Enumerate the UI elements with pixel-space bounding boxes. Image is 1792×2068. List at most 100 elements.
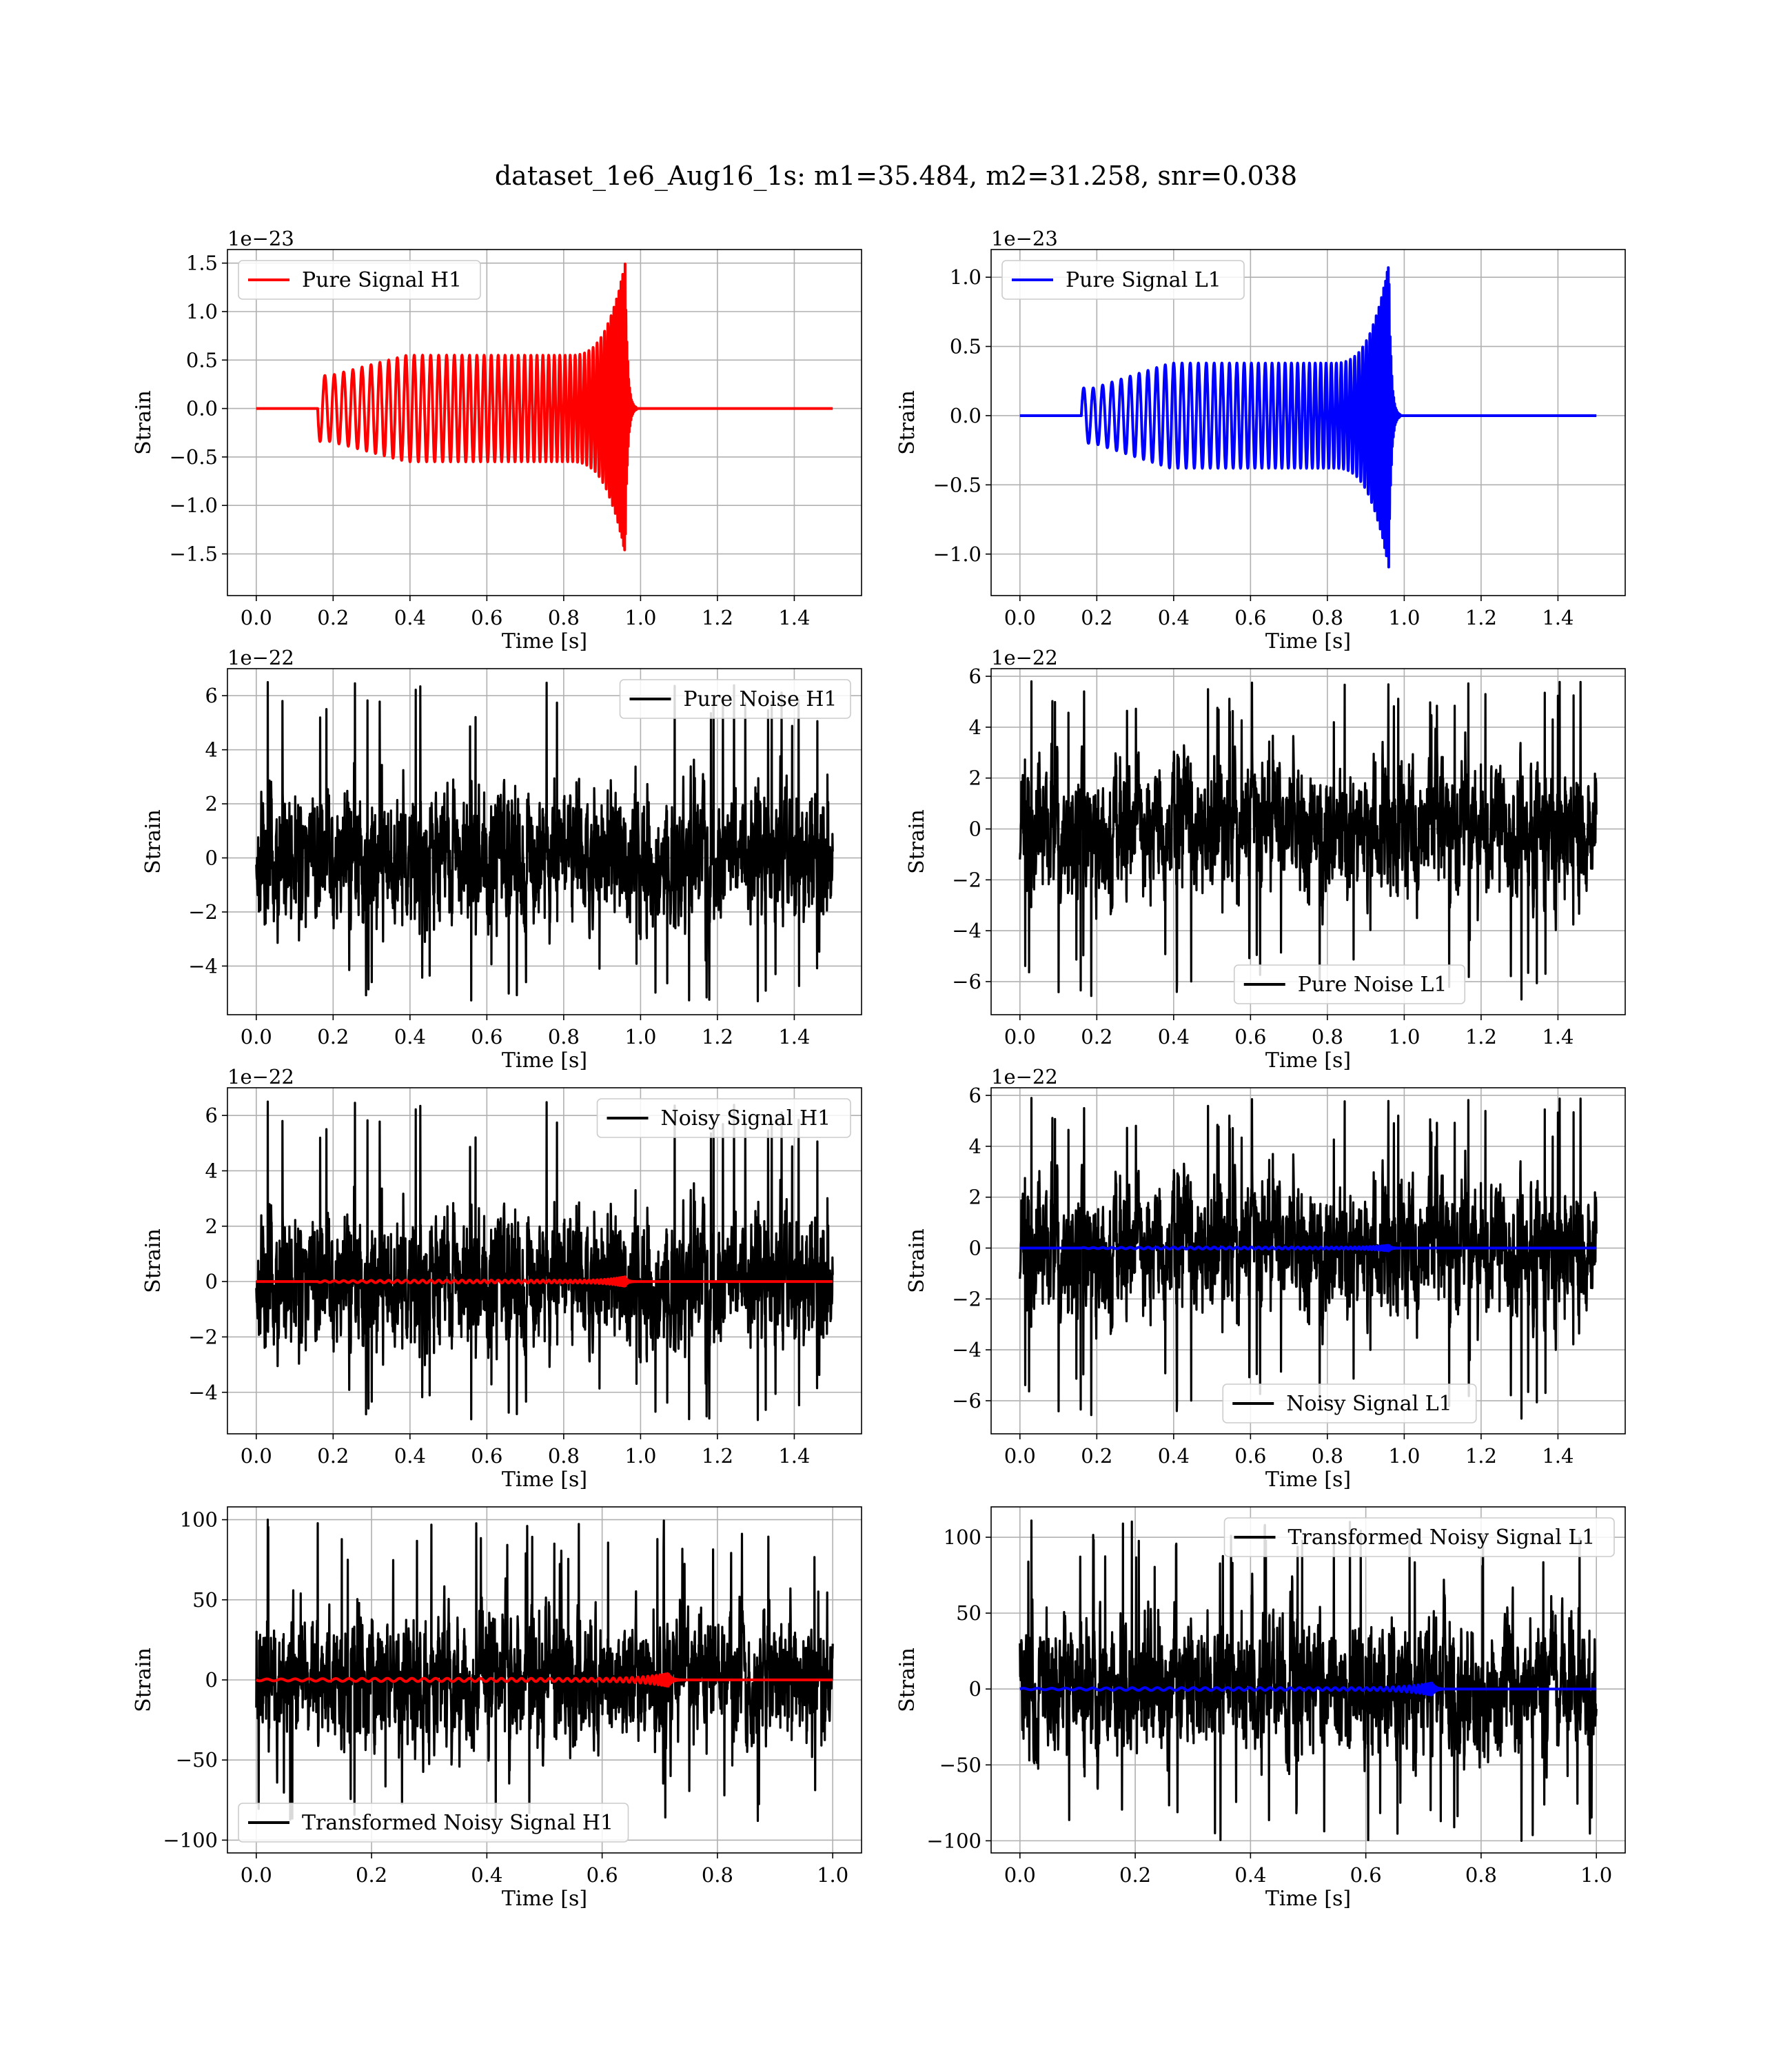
legend-label: Pure Noise H1 (684, 687, 837, 711)
y-tick-label: 2 (205, 1215, 218, 1238)
y-tick-label: −2 (188, 1325, 218, 1348)
x-tick-label: 1.0 (624, 1444, 656, 1468)
x-tick-label: 0.8 (1312, 1025, 1343, 1048)
x-tick-label: 1.0 (1388, 1025, 1420, 1048)
legend-label: Pure Signal H1 (302, 268, 462, 292)
series-line-1 (1019, 266, 1598, 569)
x-tick-label: 0.8 (1465, 1863, 1497, 1887)
x-tick-label: 0.8 (548, 606, 580, 629)
x-tick-label: 0.2 (1081, 1444, 1112, 1468)
x-tick-label: 1.2 (702, 606, 733, 629)
series-line-1 (255, 1519, 834, 1823)
legend-box (1222, 1383, 1477, 1423)
legend-label: Pure Noise L1 (1298, 973, 1447, 997)
x-tick-label: 1.0 (1388, 606, 1420, 629)
x-tick-label: 0.6 (471, 606, 502, 629)
x-tick-label: 0.4 (394, 1025, 426, 1048)
x-tick-label: 0.8 (1312, 1444, 1343, 1468)
x-tick-label: 0.0 (241, 1025, 272, 1048)
x-tick-label: 0.6 (1234, 1444, 1266, 1468)
y-tick-label: 0.0 (950, 404, 981, 427)
y-tick-label: 0.5 (186, 348, 218, 372)
y-tick-label: −1.0 (170, 494, 218, 517)
y-tick-label: 2 (969, 767, 981, 790)
y-tick-label: −1.0 (933, 543, 981, 566)
y-tick-label: 1.5 (186, 252, 218, 275)
y-tick-label: 4 (969, 716, 981, 739)
y-tick-label: 50 (956, 1601, 981, 1625)
x-tick-label: 0.6 (587, 1863, 618, 1887)
y-tick-label: 0 (205, 847, 218, 870)
y-tick-label: −100 (163, 1828, 218, 1852)
legend: Pure Signal H1 (238, 260, 481, 300)
x-axis-label: Time [s] (502, 629, 587, 653)
subplot-7: 0.0 0.2 0.4 0.6 0.8 1.0 −100 −50 0 50 100 Time [s] S… (132, 1506, 862, 1911)
series-group (255, 262, 834, 551)
y-tick-label: 0 (205, 1668, 218, 1692)
series-line-2 (255, 1275, 834, 1288)
x-axis-label: Time [s] (1265, 1048, 1351, 1073)
legend-label: Noisy Signal L1 (1286, 1392, 1452, 1416)
y-axis-label: Strain (905, 1228, 929, 1293)
y-tick-label: −4 (952, 1338, 981, 1361)
y-tick-label: −100 (926, 1829, 981, 1852)
x-tick-label: 1.0 (624, 1025, 656, 1048)
x-tick-label: 0.6 (1350, 1863, 1382, 1887)
y-tick-label: 0.0 (186, 397, 218, 420)
x-tick-label: 1.0 (1580, 1863, 1612, 1887)
y-tick-label: 0.5 (950, 335, 981, 358)
series-group (1019, 266, 1598, 569)
subplot-8: 0.0 0.2 0.4 0.6 0.8 1.0 −100 −50 0 50 100 Time [s] S… (895, 1506, 1626, 1911)
axes-frame (990, 668, 1626, 1015)
y-tick-label: −50 (176, 1748, 218, 1772)
legend-box (238, 260, 481, 300)
y-tick-label: 4 (205, 738, 218, 762)
offset-text: 1e−22 (991, 1065, 1058, 1088)
series-group (1019, 680, 1598, 1001)
y-axis-label: Strain (141, 1228, 165, 1293)
series-line-1 (255, 1100, 834, 1421)
y-tick-label: −0.5 (933, 473, 981, 496)
y-tick-label: 6 (969, 1084, 981, 1107)
y-tick-label: −50 (939, 1753, 981, 1776)
subplot-1: 0.0 0.2 0.4 0.6 0.8 1.0 1.2 1.4 −1.5 −1.0 −0.5 0.0 0… (132, 227, 862, 653)
y-axis-label: Strain (132, 1648, 156, 1712)
x-tick-label: 1.4 (778, 606, 810, 629)
x-tick-label: 0.2 (317, 606, 349, 629)
legend: Noisy Signal H1 (596, 1098, 851, 1138)
axes-frame (990, 249, 1626, 596)
y-tick-label: −4 (188, 954, 218, 977)
offset-text: 1e−23 (991, 227, 1058, 250)
series-group (1019, 1519, 1598, 1842)
subplot-4: 0.0 0.2 0.4 0.6 0.8 1.0 1.2 1.4 −6 −4 −2 0 2 4 6 Time [… (905, 646, 1626, 1073)
y-tick-label: −1.5 (170, 543, 218, 566)
subplot-5: 0.0 0.2 0.4 0.6 0.8 1.0 1.2 1.4 −4 −2 0 2 4 6 Time [s]… (141, 1065, 862, 1492)
offset-text: 1e−23 (227, 227, 294, 250)
offset-text: 1e−22 (227, 1065, 294, 1088)
legend: Pure Noise H1 (619, 679, 851, 719)
series-line-1 (1019, 1519, 1598, 1842)
figure-title: dataset_1e6_Aug16_1s: m1=35.484, m2=31.2… (495, 161, 1297, 192)
y-tick-label: −2 (952, 868, 981, 891)
y-tick-label: −4 (952, 919, 981, 942)
legend: Pure Noise L1 (1233, 964, 1466, 1004)
y-tick-label: 1.0 (186, 300, 218, 323)
x-axis-label: Time [s] (1265, 629, 1351, 653)
x-tick-label: 1.4 (778, 1444, 810, 1468)
y-tick-label: 0 (969, 1677, 981, 1701)
x-tick-label: 1.2 (1465, 606, 1497, 629)
legend-box (1233, 964, 1466, 1004)
subplot-2: 0.0 0.2 0.4 0.6 0.8 1.0 1.2 1.4 −1.0 −0.5 0.0 0.5 1.… (895, 227, 1626, 653)
legend: Noisy Signal L1 (1222, 1383, 1477, 1423)
y-tick-label: 0 (205, 1270, 218, 1293)
legend-box (619, 679, 851, 719)
series-group (255, 681, 834, 1002)
series-line-2 (1019, 1681, 1598, 1696)
x-axis-label: Time [s] (1265, 1887, 1351, 1911)
x-tick-label: 0.2 (317, 1025, 349, 1048)
x-tick-label: 0.2 (1081, 1025, 1112, 1048)
x-tick-label: 0.0 (241, 1863, 272, 1887)
y-tick-label: −2 (188, 900, 218, 924)
x-tick-label: 0.0 (1004, 1444, 1036, 1468)
y-tick-label: −6 (952, 970, 981, 993)
